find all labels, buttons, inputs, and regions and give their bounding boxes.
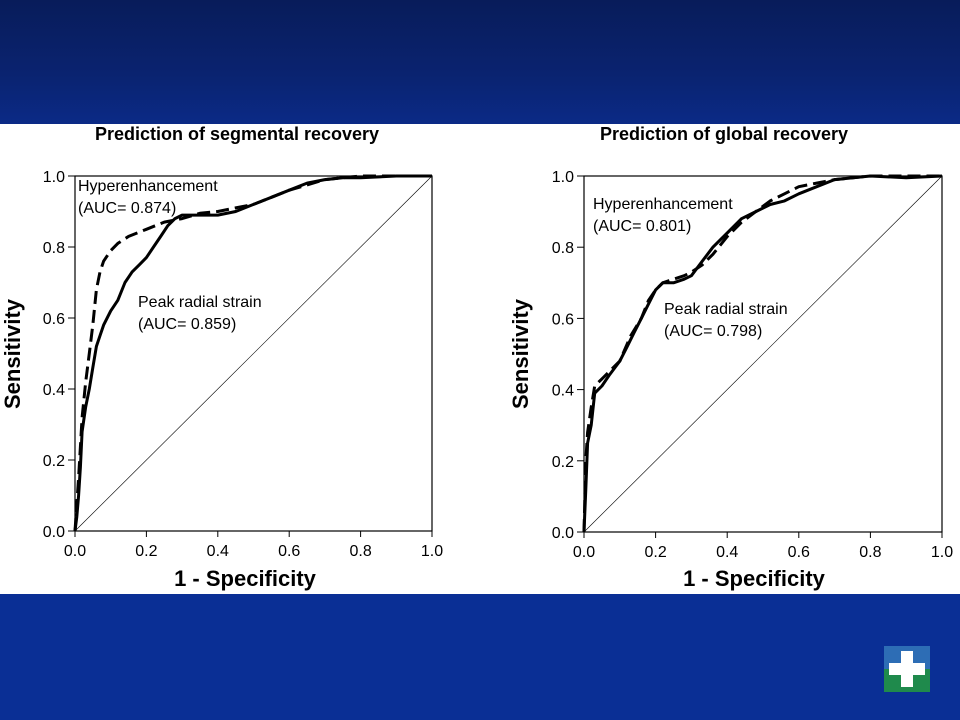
x-tick-label: 0.8 [349, 543, 371, 560]
y-axis-label: Sensitivity [508, 298, 533, 409]
y-tick-label: 0.4 [552, 383, 574, 400]
peak-radial-strain-roc-line [73, 174, 432, 532]
chart-segmental-recovery: Prediction of segmental recovery Sensiti… [0, 124, 443, 591]
peak-radial-strain-label: Peak radial strain [138, 294, 262, 311]
chart-title: Prediction of global recovery [600, 124, 848, 144]
hyperenhancement-label: Hyperenhancement [593, 196, 733, 213]
reference-diagonal-line [583, 175, 943, 533]
y-tick-label: 0.6 [552, 311, 574, 328]
y-tick-label: 0.0 [552, 525, 574, 542]
hyperenhancement-label: Hyperenhancement [78, 178, 218, 195]
x-tick-label: 0.4 [207, 543, 229, 560]
y-tick-label: 1.0 [43, 169, 65, 186]
hyperenhancement-auc-label: (AUC= 0.801) [593, 218, 691, 235]
y-axis-label: Sensitivity [0, 298, 25, 409]
title-band [0, 0, 960, 124]
y-tick-label: 1.0 [552, 169, 574, 186]
y-tick-label: 0.2 [43, 453, 65, 470]
chart-marks: 0.0 0.2 0.4 0.6 0.8 1.0 0.0 0.2 0.4 0.6 0.8 1.0 [43, 169, 443, 560]
x-tick-label: 0.6 [788, 544, 810, 561]
peak-radial-strain-label: Peak radial strain [664, 301, 788, 318]
x-tick-label: 0.2 [135, 543, 157, 560]
y-tick-label: 0.8 [43, 240, 65, 257]
y-tick-label: 0.4 [43, 382, 65, 399]
x-tick-label: 0.6 [278, 543, 300, 560]
x-tick-label: 0.0 [64, 543, 86, 560]
y-tick-label: 0.0 [43, 524, 65, 541]
footer-band [0, 594, 960, 720]
hyperenhancement-auc-label: (AUC= 0.874) [78, 200, 176, 217]
plot-frame [583, 175, 943, 533]
chart-title: Prediction of segmental recovery [95, 124, 379, 144]
y-tick-label: 0.6 [43, 311, 65, 328]
chart-global-recovery: Prediction of global recovery Sensitivit… [508, 124, 953, 591]
hyperenhancement-roc-line [582, 174, 942, 533]
x-axis-label: 1 - Specificity [174, 566, 317, 591]
peak-radial-strain-roc-line [582, 174, 943, 533]
peak-radial-strain-auc-label: (AUC= 0.798) [664, 323, 762, 340]
plot-frame [74, 175, 433, 532]
x-tick-label: 0.4 [716, 544, 738, 561]
peak-radial-strain-auc-label: (AUC= 0.859) [138, 316, 236, 333]
chart-marks: 0.0 0.2 0.4 0.6 0.8 1.0 0.0 0.2 0.4 0.6 0.8 1.0 [552, 169, 953, 561]
y-tick-label: 0.8 [552, 240, 574, 257]
x-tick-label: 0.2 [644, 544, 666, 561]
medical-cross-logo-icon [884, 646, 930, 692]
reference-diagonal-line [74, 175, 433, 532]
x-tick-label: 0.0 [573, 544, 595, 561]
x-tick-label: 0.8 [859, 544, 881, 561]
x-tick-label: 1.0 [931, 544, 953, 561]
x-tick-label: 1.0 [421, 543, 443, 560]
figure-panel: Prediction of segmental recovery Sensiti… [0, 124, 960, 594]
x-axis-label: 1 - Specificity [683, 566, 826, 591]
roc-charts: Prediction of segmental recovery Sensiti… [0, 124, 953, 591]
y-tick-label: 0.2 [552, 454, 574, 471]
